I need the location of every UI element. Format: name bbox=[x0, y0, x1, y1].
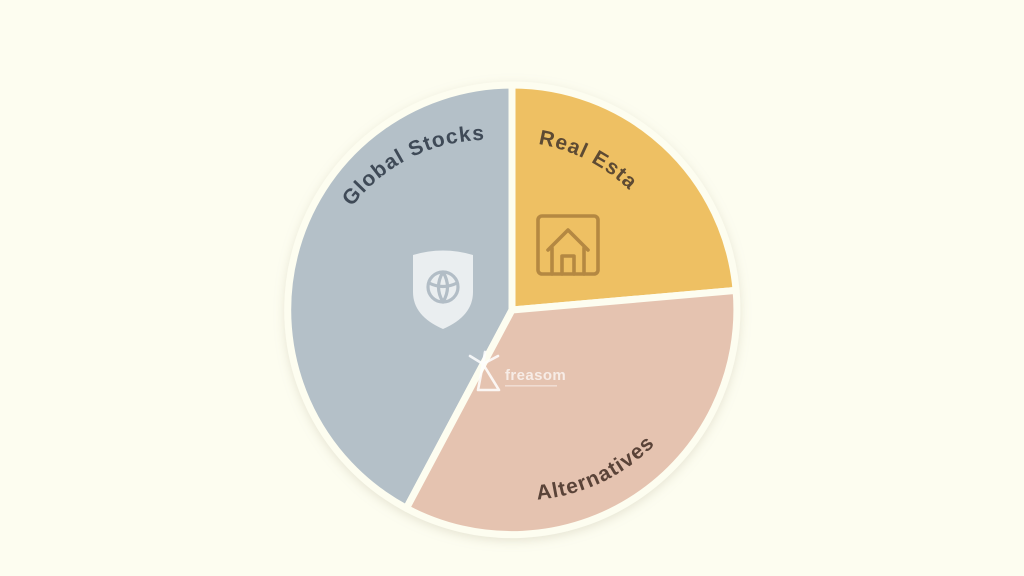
watermark: freasom bbox=[468, 350, 566, 392]
pie-slices-group bbox=[284, 81, 741, 539]
pie-slice-real-estate[interactable] bbox=[508, 81, 740, 314]
windmill-icon bbox=[468, 350, 501, 392]
house-icon bbox=[536, 214, 600, 276]
pie-slice-global-stocks[interactable] bbox=[284, 81, 516, 512]
watermark-name: freasom bbox=[505, 367, 566, 384]
pie-slice-alternatives[interactable] bbox=[402, 286, 741, 539]
watermark-underline bbox=[505, 385, 557, 387]
shield-globe-icon bbox=[413, 250, 473, 329]
